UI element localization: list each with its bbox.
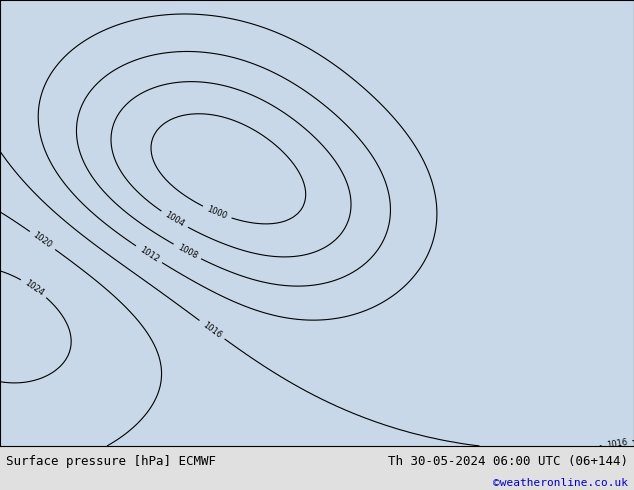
Text: Surface pressure [hPa] ECMWF: Surface pressure [hPa] ECMWF (6, 455, 216, 468)
Text: 1024: 1024 (23, 278, 45, 298)
Text: 1016: 1016 (606, 438, 628, 450)
Text: 1016: 1016 (201, 320, 223, 340)
Text: 1008: 1008 (176, 243, 198, 261)
Text: 1000: 1000 (205, 204, 228, 221)
Text: 1012: 1012 (138, 245, 160, 264)
Text: Th 30-05-2024 06:00 UTC (06+144): Th 30-05-2024 06:00 UTC (06+144) (387, 455, 628, 468)
Text: 1004: 1004 (163, 210, 186, 229)
Text: ©weatheronline.co.uk: ©weatheronline.co.uk (493, 478, 628, 489)
Text: 1020: 1020 (32, 231, 54, 250)
